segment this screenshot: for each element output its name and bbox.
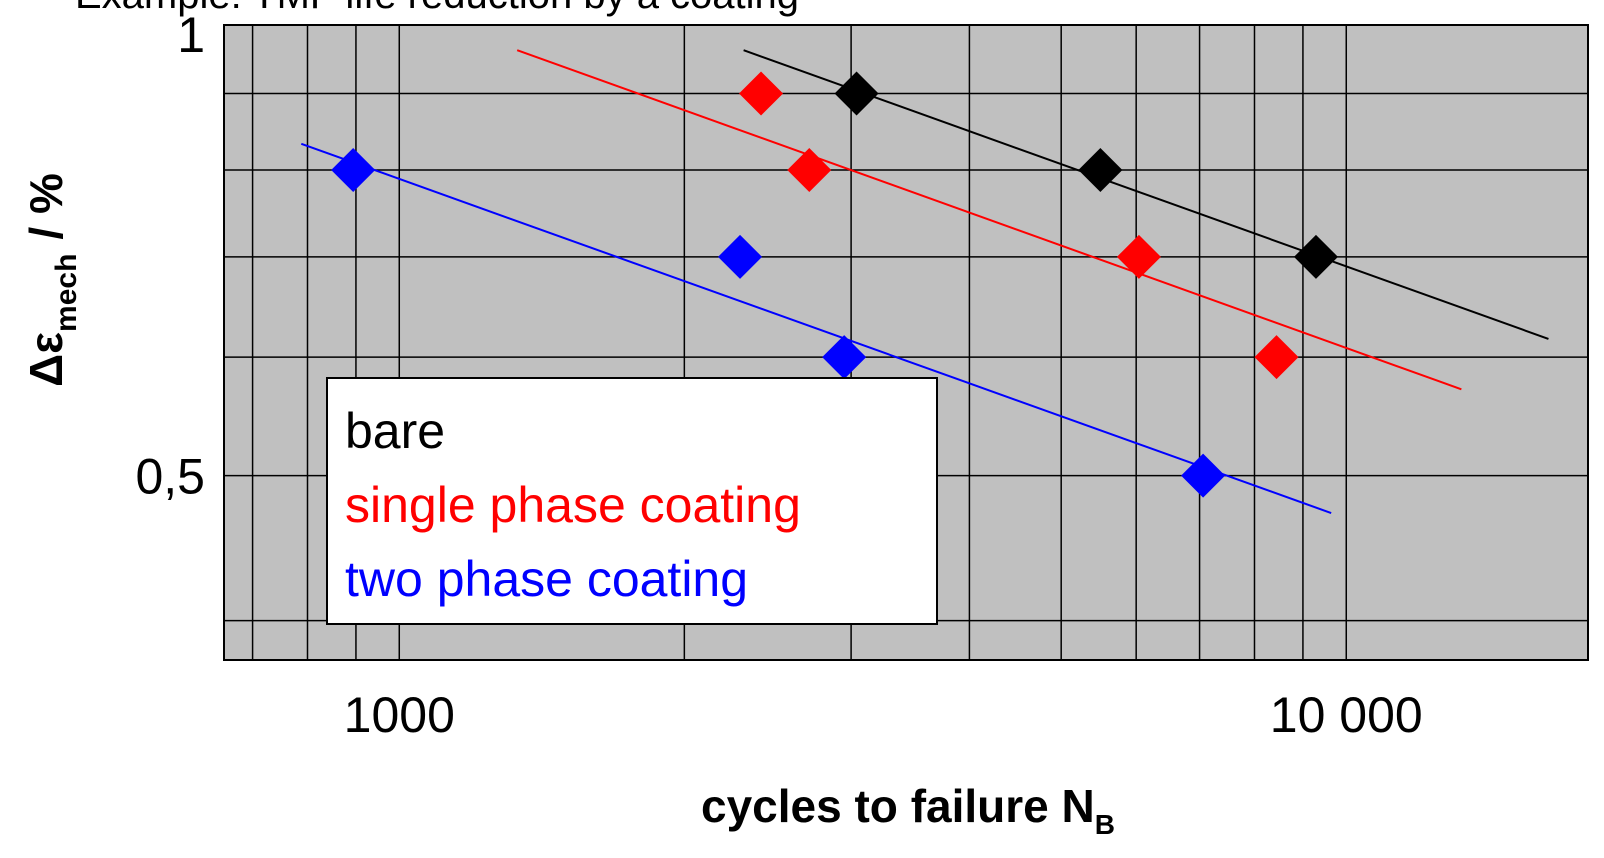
- marker: [1254, 335, 1299, 380]
- fit-line: [743, 49, 1549, 340]
- legend-entry: single phase coating: [345, 477, 801, 533]
- marker: [1116, 234, 1161, 279]
- marker: [822, 335, 867, 380]
- marker: [834, 71, 879, 116]
- marker: [1293, 234, 1338, 279]
- y-label-sub: mech: [50, 254, 83, 332]
- marker: [787, 148, 832, 193]
- y-tick-label: 0,5: [135, 449, 205, 505]
- x-tick-label: 10 000: [1270, 687, 1423, 743]
- x-label-main: cycles to failure N: [701, 780, 1095, 832]
- legend-entry: two phase coating: [345, 551, 748, 607]
- y-label-main: Δε: [20, 332, 72, 387]
- fit-line: [516, 49, 1462, 391]
- y-axis-label: Δεmech / %: [20, 173, 83, 387]
- chart-title: Example: TMF life reduction by a coating: [75, 0, 799, 17]
- marker: [739, 71, 784, 116]
- marker: [1181, 453, 1226, 498]
- x-label-sub: B: [1095, 809, 1115, 840]
- x-axis-label: cycles to failure NB: [701, 780, 1115, 840]
- legend-box: [326, 377, 938, 625]
- marker: [1078, 148, 1123, 193]
- y-tick-label: 1: [177, 7, 205, 63]
- fit-line: [300, 142, 1332, 514]
- x-tick-label: 1000: [344, 687, 455, 743]
- marker: [718, 234, 763, 279]
- marker: [331, 148, 376, 193]
- y-label-unit: / %: [20, 173, 72, 239]
- legend-entry: bare: [345, 403, 445, 459]
